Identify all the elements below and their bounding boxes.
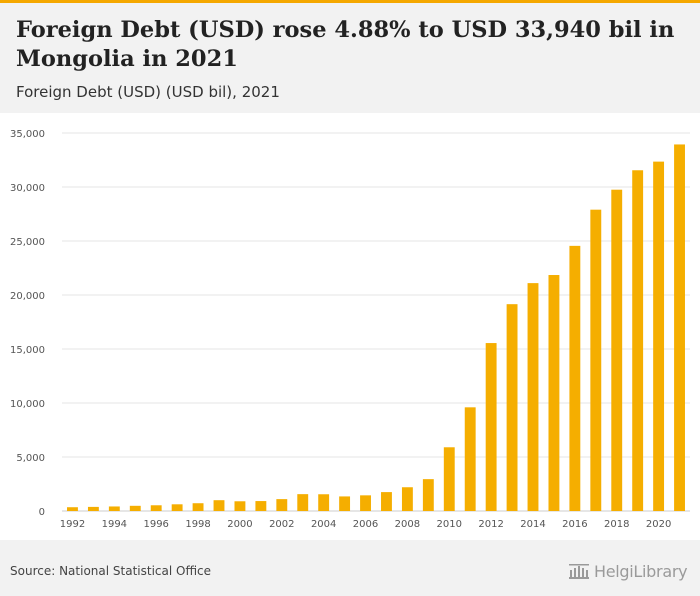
x-tick-label: 2004 bbox=[311, 519, 336, 530]
x-tick-label: 2018 bbox=[604, 519, 629, 530]
bar-2004 bbox=[318, 494, 330, 511]
bar-2006 bbox=[360, 495, 371, 511]
bar-2017 bbox=[590, 209, 602, 511]
bar-2015 bbox=[548, 275, 560, 511]
bar-2014 bbox=[527, 283, 539, 511]
bar-1997 bbox=[171, 504, 183, 511]
top-accent-bar bbox=[0, 0, 700, 3]
y-tick-label: 5,000 bbox=[16, 453, 45, 464]
bar-1993 bbox=[87, 506, 99, 511]
y-tick-label: 15,000 bbox=[10, 345, 45, 356]
bar-1996 bbox=[150, 505, 162, 511]
y-tick-label: 35,000 bbox=[10, 129, 45, 140]
y-tick-label: 25,000 bbox=[10, 237, 45, 248]
x-tick-label: 2014 bbox=[520, 519, 545, 530]
x-tick-label: 2020 bbox=[646, 519, 671, 530]
bar-chart: 0 5,000 10,000 15,000 20,000 25,000 30,000 35,0… bbox=[10, 129, 690, 530]
bar-2002 bbox=[276, 499, 288, 511]
y-tick-label: 0 bbox=[39, 507, 45, 518]
x-tick-label: 2006 bbox=[353, 519, 378, 530]
chart-header: Foreign Debt (USD) rose 4.88% to USD 33,… bbox=[0, 3, 700, 113]
x-tick-label: 2000 bbox=[227, 519, 252, 530]
bar-2007 bbox=[381, 492, 392, 511]
chart-title: Foreign Debt (USD) rose 4.88% to USD 33,… bbox=[16, 17, 675, 72]
bar-2000 bbox=[234, 501, 246, 511]
bar-1992 bbox=[67, 507, 78, 511]
x-tick-label: 2002 bbox=[269, 519, 294, 530]
plot-area: 0 5,000 10,000 15,000 20,000 25,000 30,000 35,0… bbox=[0, 113, 700, 540]
bar-1999 bbox=[213, 500, 225, 511]
bar-2020 bbox=[653, 161, 665, 511]
helgi-library-logo: HelgiLibrary bbox=[568, 560, 688, 582]
x-tick-label: 2012 bbox=[478, 519, 503, 530]
x-tick-label: 1992 bbox=[60, 519, 85, 530]
bar-2021 bbox=[674, 144, 685, 511]
x-tick-label: 1998 bbox=[185, 519, 210, 530]
bar-2012 bbox=[485, 343, 497, 511]
x-tick-label: 2008 bbox=[395, 519, 420, 530]
bar-2013 bbox=[506, 304, 518, 511]
bar-2005 bbox=[339, 496, 351, 511]
x-tick-label: 2016 bbox=[562, 519, 587, 530]
bar-2019 bbox=[632, 170, 644, 511]
x-tick-label: 1994 bbox=[102, 519, 127, 530]
bar-2001 bbox=[255, 501, 267, 511]
bar-2018 bbox=[611, 189, 623, 511]
bar-2009 bbox=[422, 479, 434, 511]
x-tick-label: 1996 bbox=[143, 519, 168, 530]
y-tick-label: 20,000 bbox=[10, 291, 45, 302]
bar-1995 bbox=[129, 505, 141, 511]
bar-1998 bbox=[192, 503, 204, 511]
y-tick-label: 30,000 bbox=[10, 183, 45, 194]
logo-text: HelgiLibrary bbox=[594, 561, 688, 581]
chart-subtitle: Foreign Debt (USD) (USD bil), 2021 bbox=[16, 83, 280, 101]
bar-2010 bbox=[443, 447, 455, 511]
bar-2003 bbox=[297, 494, 309, 511]
y-tick-label: 10,000 bbox=[10, 399, 45, 410]
x-tick-label: 2010 bbox=[437, 519, 462, 530]
bar-2011 bbox=[464, 407, 476, 511]
bar-2008 bbox=[401, 487, 413, 511]
source-note: Source: National Statistical Office bbox=[10, 564, 212, 578]
bar-1994 bbox=[108, 506, 120, 511]
bar-2016 bbox=[569, 245, 581, 512]
library-building-icon bbox=[569, 564, 589, 579]
